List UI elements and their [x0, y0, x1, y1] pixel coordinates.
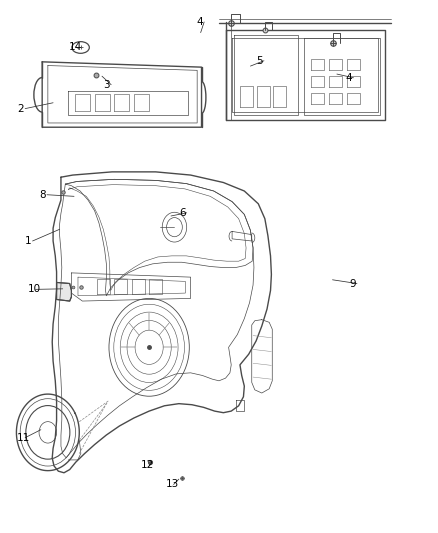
- Text: 14: 14: [68, 42, 81, 52]
- Text: 4: 4: [196, 17, 203, 27]
- Text: 11: 11: [17, 433, 31, 443]
- Text: 1: 1: [25, 236, 32, 246]
- Text: 3: 3: [103, 80, 110, 90]
- Text: 4: 4: [346, 73, 352, 83]
- Text: 5: 5: [256, 56, 263, 66]
- Text: 9: 9: [349, 279, 356, 288]
- Text: 13: 13: [166, 480, 179, 489]
- Text: 8: 8: [39, 190, 46, 200]
- Text: 10: 10: [28, 285, 41, 294]
- Text: 6: 6: [179, 208, 185, 218]
- Text: 2: 2: [17, 103, 24, 114]
- Text: 12: 12: [141, 461, 155, 470]
- Polygon shape: [57, 282, 71, 301]
